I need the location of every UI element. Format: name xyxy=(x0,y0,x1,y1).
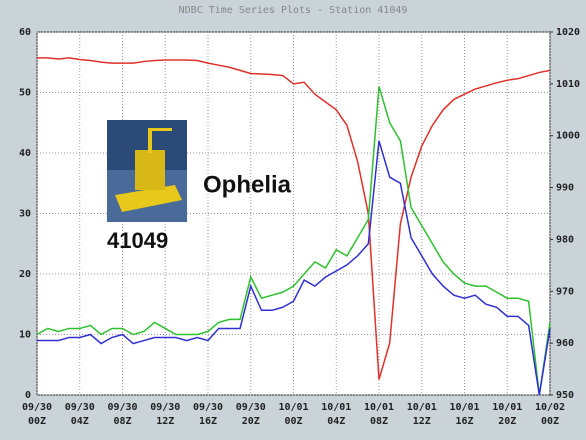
x-tick-label: 10/01 xyxy=(364,402,394,413)
x-tick-label: 09/30 xyxy=(65,402,95,413)
series-line xyxy=(37,140,551,396)
x-tick-label: 16Z xyxy=(199,416,217,427)
x-tick-label: 10/01 xyxy=(278,402,308,413)
x-tick-label: 04Z xyxy=(327,416,345,427)
y2-tick-label: 1010 xyxy=(556,79,580,90)
chart-title: NDBC Time Series Plots - Station 41049 xyxy=(179,5,408,16)
x-tick-label: 04Z xyxy=(71,416,89,427)
y-tick-label: 40 xyxy=(19,148,31,159)
y2-tick-label: 990 xyxy=(556,183,574,194)
y2-tick-label: 980 xyxy=(556,234,574,245)
x-tick-label: 10/01 xyxy=(321,402,351,413)
y2-tick-label: 960 xyxy=(556,338,574,349)
y2-tick-label: 1000 xyxy=(556,131,580,142)
platform-icon xyxy=(107,120,187,222)
y-tick-label: 60 xyxy=(19,27,31,38)
y-tick-label: 20 xyxy=(19,269,31,280)
y-tick-label: 50 xyxy=(19,88,31,99)
series-line xyxy=(37,57,551,380)
x-tick-label: 12Z xyxy=(156,416,174,427)
series-line xyxy=(36,86,551,396)
x-tick-label: 10/01 xyxy=(407,402,437,413)
x-tick-label: 09/30 xyxy=(150,402,180,413)
x-tick-label: 09/30 xyxy=(22,402,52,413)
x-tick-label: 10/02 xyxy=(535,402,565,413)
y2-tick-label: 950 xyxy=(556,390,574,401)
x-tick-label: 08Z xyxy=(370,416,388,427)
station-label: 41049 xyxy=(107,228,168,253)
x-tick-label: 20Z xyxy=(498,416,516,427)
y2-tick-label: 1020 xyxy=(556,27,580,38)
y-tick-label: 0 xyxy=(25,390,31,401)
x-tick-label: 09/30 xyxy=(236,402,266,413)
x-tick-label: 10/01 xyxy=(492,402,522,413)
x-tick-label: 12Z xyxy=(413,416,431,427)
x-tick-label: 20Z xyxy=(242,416,260,427)
x-tick-label: 00Z xyxy=(541,416,559,427)
x-tick-label: 09/30 xyxy=(107,402,137,413)
y-tick-label: 30 xyxy=(19,209,31,220)
x-tick-label: 00Z xyxy=(284,416,302,427)
x-tick-label: 10/01 xyxy=(449,402,479,413)
x-tick-label: 16Z xyxy=(455,416,473,427)
x-tick-label: 00Z xyxy=(28,416,46,427)
x-tick-label: 08Z xyxy=(113,416,131,427)
y2-tick-label: 970 xyxy=(556,286,574,297)
x-tick-label: 09/30 xyxy=(193,402,223,413)
storm-label: Ophelia xyxy=(203,171,292,198)
y-tick-label: 10 xyxy=(19,330,31,341)
